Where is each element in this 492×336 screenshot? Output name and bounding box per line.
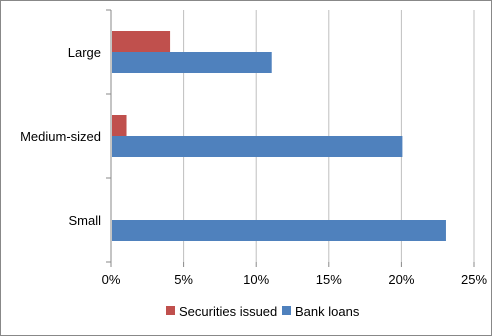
x-tick-label: 15% xyxy=(316,272,342,287)
bar-bank-loans xyxy=(112,220,446,241)
x-tick-label: 0% xyxy=(102,272,121,287)
category-label: Medium-sized xyxy=(20,129,101,144)
bar-bank-loans xyxy=(112,136,403,157)
category-label: Small xyxy=(68,213,101,228)
x-tick-label: 10% xyxy=(243,272,269,287)
x-tick-label: 25% xyxy=(461,272,487,287)
legend-swatch xyxy=(166,306,175,315)
bar-bank-loans xyxy=(112,52,272,73)
legend-label: Securities issued xyxy=(179,304,277,319)
x-tick-label: 20% xyxy=(388,272,414,287)
category-label: Large xyxy=(68,45,101,60)
bar-securities-issued xyxy=(112,31,171,52)
legend-label: Bank loans xyxy=(295,304,360,319)
bar-securities-issued xyxy=(112,115,127,136)
x-tick-label: 5% xyxy=(174,272,193,287)
legend-swatch xyxy=(282,306,291,315)
